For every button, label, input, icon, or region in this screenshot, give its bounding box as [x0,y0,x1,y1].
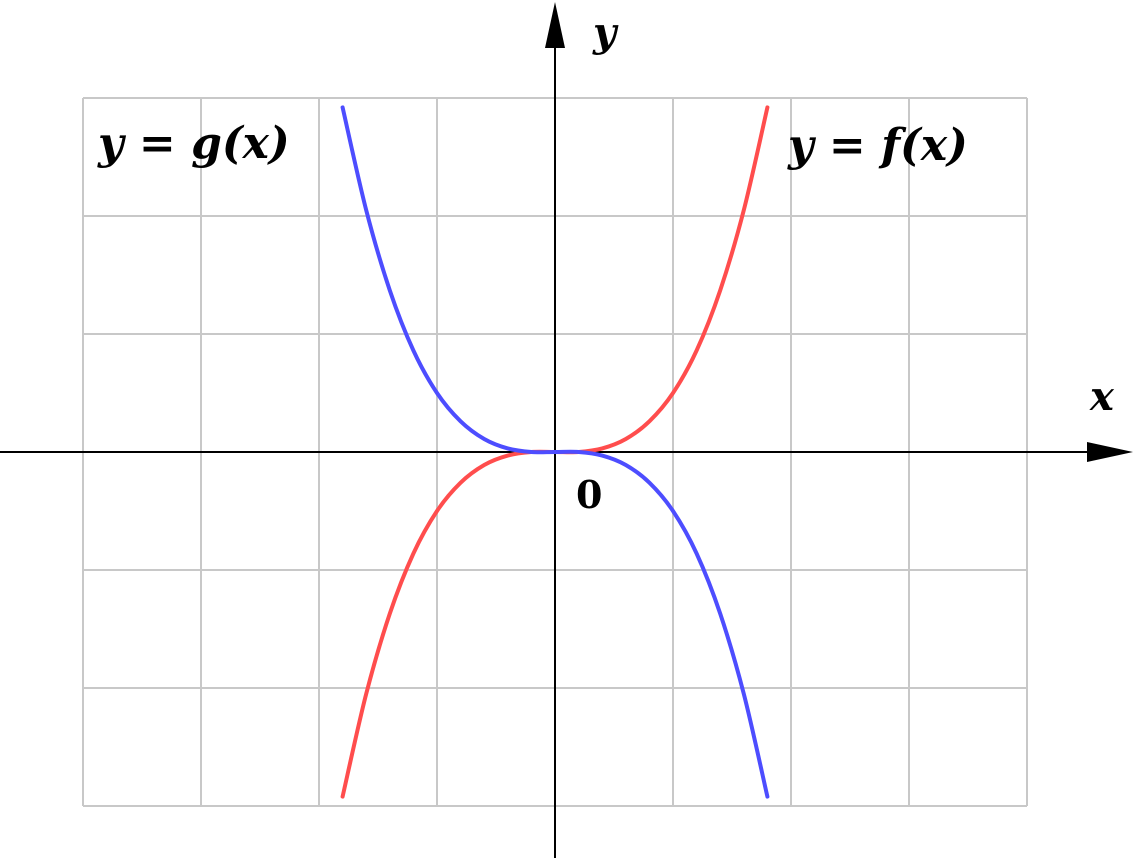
series-line-1 [340,105,770,799]
series-label-g: y = g(x) [97,118,290,169]
y-axis-label: y [592,9,619,56]
series-group [340,105,770,799]
series-label-f: y = f(x) [787,120,968,171]
origin-label: 0 [576,472,602,517]
x-axis-label: x [1089,373,1115,420]
y-axis-arrow [545,2,565,48]
x-axis-arrow [1087,442,1133,462]
